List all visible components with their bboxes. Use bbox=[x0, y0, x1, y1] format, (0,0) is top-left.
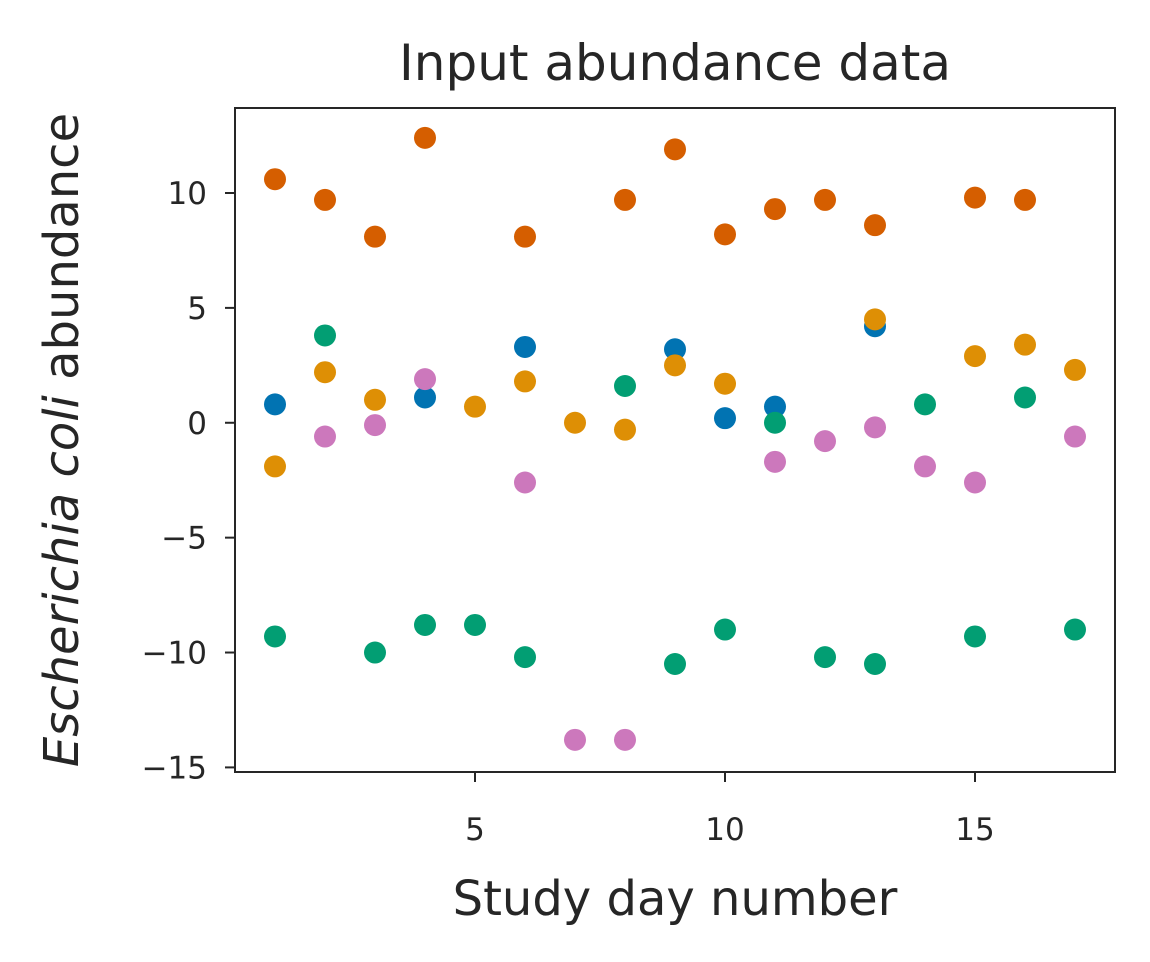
data-point bbox=[1064, 618, 1086, 641]
data-point bbox=[614, 188, 636, 211]
data-point bbox=[564, 728, 586, 751]
data-point bbox=[314, 425, 336, 448]
x-axis-ticks: 5 10 15 bbox=[465, 772, 995, 848]
data-point bbox=[1014, 188, 1036, 211]
data-point bbox=[514, 225, 536, 248]
data-point bbox=[414, 613, 436, 636]
data-point bbox=[464, 395, 486, 418]
data-point bbox=[414, 368, 436, 391]
data-point bbox=[364, 641, 386, 664]
data-point bbox=[764, 450, 786, 473]
data-point bbox=[714, 372, 736, 395]
data-point bbox=[864, 653, 886, 676]
data-point bbox=[514, 646, 536, 669]
data-point bbox=[864, 416, 886, 439]
data-point bbox=[364, 388, 386, 411]
chart-title: Input abundance data bbox=[399, 34, 951, 92]
data-point bbox=[814, 646, 836, 669]
data-point bbox=[764, 395, 786, 418]
y-axis-label-species: Escherichia coli bbox=[34, 394, 90, 767]
data-point bbox=[364, 225, 386, 248]
plot-area-frame bbox=[234, 107, 1116, 773]
x-tick-label: 10 bbox=[705, 812, 744, 848]
data-point bbox=[264, 625, 286, 648]
data-point bbox=[414, 126, 436, 149]
y-tick-label: −15 bbox=[142, 750, 207, 786]
y-tick-label: 0 bbox=[187, 406, 207, 442]
x-tick-label: 15 bbox=[955, 812, 994, 848]
data-point bbox=[664, 338, 686, 361]
data-point bbox=[664, 138, 686, 161]
y-tick-label: 10 bbox=[168, 176, 207, 212]
data-point bbox=[664, 354, 686, 377]
data-point bbox=[714, 223, 736, 246]
data-point bbox=[314, 361, 336, 384]
data-point bbox=[714, 407, 736, 430]
data-point bbox=[464, 613, 486, 636]
data-point bbox=[264, 393, 286, 416]
data-point bbox=[764, 411, 786, 434]
series-2-points bbox=[264, 308, 1086, 478]
data-point bbox=[814, 188, 836, 211]
data-point bbox=[514, 370, 536, 393]
data-point bbox=[664, 653, 686, 676]
data-point bbox=[814, 430, 836, 453]
data-point bbox=[514, 471, 536, 494]
data-point bbox=[264, 168, 286, 191]
y-tick-label: 5 bbox=[187, 291, 207, 327]
series-5-points bbox=[314, 368, 1086, 751]
data-point bbox=[614, 418, 636, 441]
data-point bbox=[914, 455, 936, 478]
y-tick-label: −10 bbox=[142, 636, 207, 672]
data-point bbox=[864, 308, 886, 331]
data-point bbox=[414, 386, 436, 409]
data-point bbox=[1014, 386, 1036, 409]
data-point bbox=[314, 188, 336, 211]
data-point bbox=[264, 455, 286, 478]
y-axis-label: Escherichia coli abundance bbox=[34, 113, 90, 767]
data-point bbox=[514, 335, 536, 358]
data-point bbox=[364, 414, 386, 437]
data-point bbox=[1064, 358, 1086, 381]
series-3-points bbox=[264, 324, 1086, 676]
data-point bbox=[914, 393, 936, 416]
data-point bbox=[564, 411, 586, 434]
x-axis-label: Study day number bbox=[453, 871, 898, 927]
data-point bbox=[614, 375, 636, 398]
data-point bbox=[1014, 333, 1036, 356]
data-point bbox=[864, 214, 886, 237]
y-axis-ticks: 10 5 0 −5 −10 −15 bbox=[142, 176, 235, 786]
data-point bbox=[614, 728, 636, 751]
data-points bbox=[264, 126, 1086, 751]
y-axis-label-suffix: abundance bbox=[34, 113, 90, 395]
x-tick-label: 5 bbox=[465, 812, 485, 848]
data-point bbox=[964, 345, 986, 368]
data-point bbox=[1064, 425, 1086, 448]
data-point bbox=[714, 618, 736, 641]
data-point bbox=[964, 471, 986, 494]
y-tick-label: −5 bbox=[161, 521, 207, 557]
data-point bbox=[764, 198, 786, 221]
data-point bbox=[314, 324, 336, 347]
data-point bbox=[964, 625, 986, 648]
data-point bbox=[964, 186, 986, 209]
series-4-points bbox=[264, 126, 1036, 248]
